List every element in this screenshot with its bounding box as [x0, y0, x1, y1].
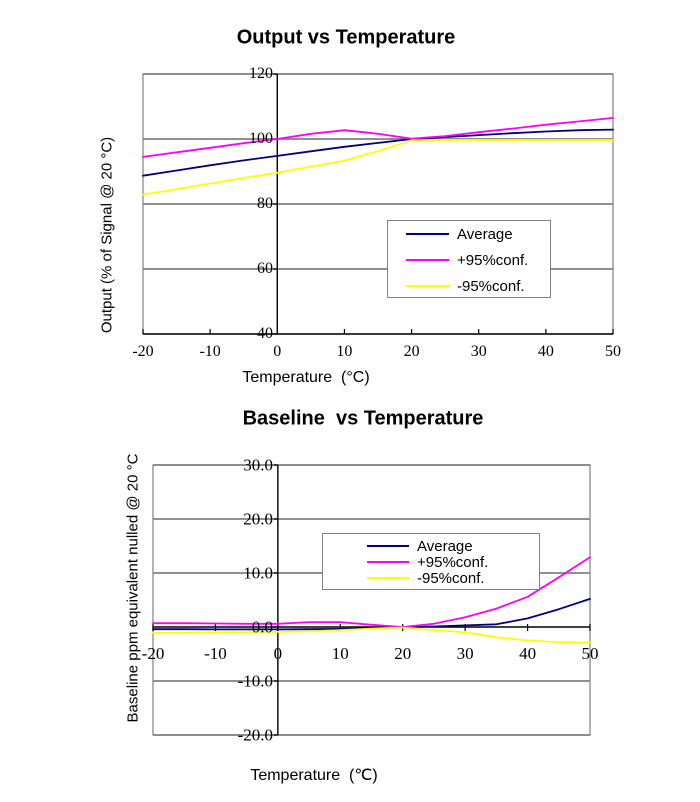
- chart2-y-tick-label: -10.0: [237, 671, 273, 691]
- series-line-95-conf: [142, 117, 614, 158]
- chart1-x-tick-label: -20: [132, 343, 154, 360]
- series-line-average: [142, 128, 614, 177]
- chart1-y-tick-label: 80: [257, 195, 273, 212]
- legend-entry-95-conf: +95%conf.: [388, 247, 550, 273]
- legend-label: -95%conf.: [417, 569, 485, 587]
- legend-entry-95-conf: -95%conf.: [388, 273, 550, 299]
- chart1-y-tick-label: 40: [257, 325, 273, 342]
- chart2-x-tick-label: 10: [331, 644, 349, 663]
- legend-line-swatch: [367, 577, 409, 579]
- legend-line-swatch: [367, 545, 409, 547]
- chart2-title: Baseline vs Temperature: [242, 407, 484, 430]
- legend-label: Average: [417, 537, 473, 555]
- chart1-y-axis-title: Output (% of Signal @ 20 °C): [98, 136, 116, 334]
- chart2-x-tick-label: 20: [394, 644, 412, 663]
- chart2-y-axis-title: Baseline ppm equivalent nulled @ 20 °C: [124, 453, 142, 723]
- chart2-x-tick-label: 0: [273, 644, 283, 663]
- chart1-x-tick-label: 50: [605, 343, 621, 360]
- legend-entry-95-conf: -95%conf.: [323, 569, 539, 587]
- chart1-x-tick-label: 10: [336, 343, 353, 360]
- chart1-x-axis-title: Temperature (°C): [242, 369, 370, 386]
- chart1-y-tick-label: 60: [257, 260, 273, 277]
- plot-border: [152, 464, 591, 736]
- chart1-x-tick-label: 30: [470, 343, 487, 360]
- legend-line-swatch: [406, 233, 449, 235]
- chart2-legend: Average +95%conf. -95%conf.: [322, 533, 540, 590]
- legend-entry-average: Average: [323, 537, 539, 555]
- legend-label: +95%conf.: [417, 553, 489, 571]
- legend-label: +95%conf.: [457, 251, 529, 269]
- chart1-x-tick-label: 20: [403, 343, 420, 360]
- chart2-x-tick-label: 30: [456, 644, 474, 663]
- legend-label: -95%conf.: [457, 277, 525, 295]
- legend-entry-95-conf: +95%conf.: [323, 553, 539, 571]
- legend-line-swatch: [367, 561, 409, 563]
- legend-entry-average: Average: [388, 221, 550, 247]
- chart1-x-tick-label: -10: [199, 343, 221, 360]
- chart1-title: Output vs Temperature: [236, 26, 456, 49]
- chart2-x-tick-label: 40: [519, 644, 537, 663]
- chart2-y-tick-label: 10.0: [243, 563, 273, 583]
- chart2-y-tick-label: 30.0: [243, 455, 273, 475]
- chart2-y-tick-label: 20.0: [243, 509, 273, 529]
- chart2-x-tick-label: 50: [581, 644, 599, 663]
- chart2-y-tick-label: -20.0: [237, 725, 273, 745]
- series-line-95-conf: [142, 139, 614, 196]
- chart2-x-axis-title: Temperature (℃): [250, 767, 378, 784]
- chart1-x-tick-label: 40: [537, 343, 554, 360]
- legend-line-swatch: [406, 259, 449, 261]
- chart1-y-tick-label: 100: [249, 130, 273, 147]
- chart1-x-tick-label: 0: [273, 343, 282, 360]
- chart2-x-tick-label: -20: [141, 644, 165, 663]
- series-line-95-conf: [152, 626, 591, 644]
- series-line-95-conf: [152, 556, 591, 628]
- chart2-y-tick-label: 0.0: [251, 617, 273, 637]
- chart1-legend: Average +95%conf. -95%conf.: [387, 220, 551, 298]
- legend-line-swatch: [406, 285, 449, 287]
- chart1-y-tick-label: 120: [249, 65, 273, 82]
- legend-label: Average: [457, 225, 513, 243]
- chart2-x-tick-label: -10: [204, 644, 227, 663]
